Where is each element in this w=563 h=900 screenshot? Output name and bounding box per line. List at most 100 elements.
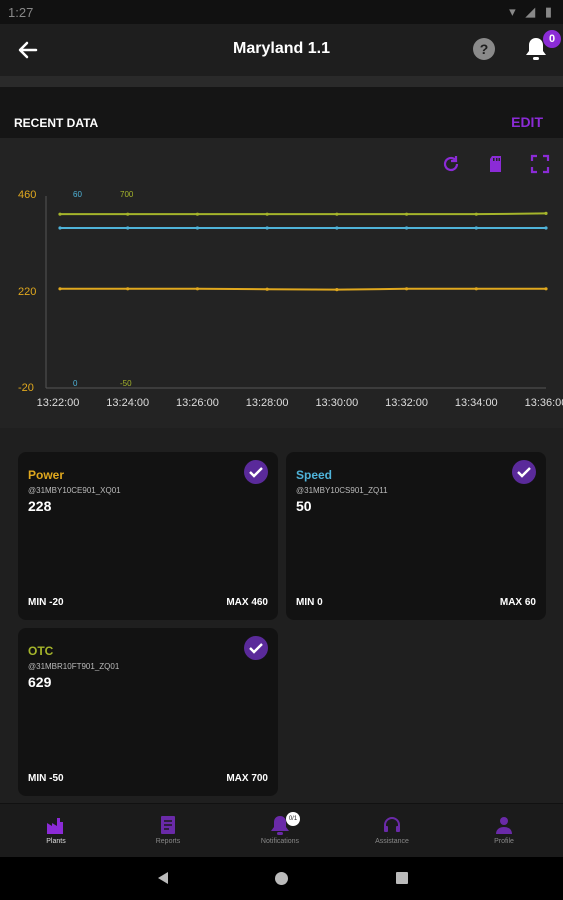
back-triangle-icon[interactable] — [155, 870, 171, 886]
data-point — [544, 287, 548, 291]
status-indicators: ▾ ◢ ▮ — [509, 4, 555, 19]
data-point — [195, 226, 200, 230]
card-value: 50 — [296, 498, 312, 514]
status-bar: 1:27 ▾ ◢ ▮ — [0, 0, 563, 24]
system-navigation-bar — [0, 857, 563, 900]
x-tick-label: 13:34:00 — [455, 397, 498, 409]
y-tick-label: -20 — [18, 382, 34, 394]
card-min: MIN -20 — [28, 597, 64, 608]
data-point — [335, 226, 339, 230]
bell-icon — [271, 816, 289, 835]
card-tag: @31MBY10CE901_XQ01 — [28, 486, 121, 495]
secondary-axis-bottom-label: 0 — [73, 379, 78, 388]
card-speed[interactable]: Speed @31MBY10CS901_ZQ11 50 MIN 0 MAX 60 — [286, 452, 546, 620]
app-bar: Maryland 1.1 ? 0 — [0, 24, 563, 76]
series-line-power — [60, 287, 546, 291]
x-tick-label: 13:22:00 — [37, 397, 80, 409]
recents-square-icon[interactable] — [395, 871, 409, 885]
data-point — [195, 287, 200, 291]
header-divider — [0, 76, 563, 88]
card-tag: @31MBY10CS901_ZQ11 — [296, 486, 388, 495]
nav-profile[interactable]: Profile — [448, 804, 560, 858]
line-chart: 460 220 -20 60 0 700 -50 13:22:00 13:24:00 13:26:… — [18, 189, 563, 409]
nav-reports[interactable]: Reports — [112, 804, 224, 858]
data-point — [544, 226, 548, 230]
section-title: RECENT DATA — [14, 116, 99, 130]
data-point — [474, 226, 478, 230]
notification-count-badge: 0/1 — [286, 812, 300, 826]
nav-notifications[interactable]: 0/1 Notifications — [224, 804, 336, 858]
nav-plants[interactable]: Plants — [0, 804, 112, 858]
secondary-axis-top-label: 700 — [120, 190, 134, 199]
bottom-navigation: Plants Reports 0/1 Notifications Assista… — [0, 803, 563, 857]
card-max: MAX 460 — [226, 597, 268, 608]
report-icon — [161, 816, 175, 834]
nav-assistance[interactable]: Assistance — [336, 804, 448, 858]
x-tick-label: 13:24:00 — [106, 397, 149, 409]
check-circle-icon[interactable] — [244, 460, 268, 484]
bell-icon[interactable] — [524, 36, 548, 62]
notification-badge: 0 — [543, 30, 561, 48]
data-point — [126, 212, 130, 216]
page-title: Maryland 1.1 — [233, 40, 330, 57]
nav-label: Reports — [155, 838, 181, 845]
card-value: 228 — [28, 498, 52, 514]
card-otc[interactable]: OTC @31MBR10FT901_ZQ01 629 MIN -50 MAX 7… — [18, 628, 278, 796]
nav-label: Profile — [494, 838, 514, 845]
y-tick-label: 460 — [18, 189, 36, 201]
check-circle-icon[interactable] — [244, 636, 268, 660]
data-point — [265, 212, 269, 216]
data-point — [126, 287, 130, 291]
data-point — [265, 226, 269, 230]
check-circle-icon[interactable] — [512, 460, 536, 484]
fullscreen-icon[interactable] — [530, 154, 550, 174]
data-point — [58, 226, 62, 230]
card-max: MAX 60 — [499, 597, 536, 608]
data-point — [474, 287, 478, 291]
secondary-axis-top-label: 60 — [73, 190, 82, 199]
data-point — [404, 287, 409, 291]
x-tick-label: 13:36:00 — [525, 397, 563, 409]
card-title: Power — [28, 468, 65, 482]
card-min: MIN -50 — [28, 773, 64, 784]
help-icon[interactable]: ? — [473, 38, 495, 60]
data-point — [404, 226, 409, 230]
x-tick-label: 13:32:00 — [385, 397, 428, 409]
card-tag: @31MBR10FT901_ZQ01 — [28, 662, 120, 671]
x-tick-label: 13:30:00 — [315, 397, 358, 409]
data-point — [335, 212, 339, 216]
card-value: 629 — [28, 674, 52, 690]
data-point — [335, 288, 339, 292]
factory-icon — [47, 818, 63, 834]
y-tick-label: 220 — [18, 286, 36, 298]
home-circle-icon[interactable] — [274, 871, 289, 886]
data-point — [58, 212, 62, 216]
sd-card-icon[interactable] — [486, 154, 506, 174]
card-max: MAX 700 — [226, 773, 268, 784]
chart-panel: 460 220 -20 60 0 700 -50 13:22:00 13:24:00 13:26:… — [0, 138, 563, 428]
nav-label: Assistance — [375, 838, 409, 845]
card-title: Speed — [296, 468, 333, 482]
data-point — [474, 212, 478, 216]
refresh-icon[interactable] — [441, 154, 461, 174]
x-tick-label: 13:28:00 — [246, 397, 289, 409]
status-time: 1:27 — [8, 4, 34, 20]
data-point — [544, 211, 548, 216]
edit-button[interactable]: EDIT — [511, 114, 543, 130]
back-arrow-icon[interactable] — [14, 36, 42, 64]
secondary-axis-bottom-label: -50 — [120, 379, 132, 388]
data-point — [195, 212, 200, 216]
nav-label: Notifications — [260, 838, 300, 845]
card-power[interactable]: Power @31MBY10CE901_XQ01 228 MIN -20 MAX… — [18, 452, 278, 620]
recent-data-header: RECENT DATA EDIT — [0, 88, 563, 138]
data-point — [404, 212, 409, 216]
user-icon — [496, 817, 512, 834]
card-title: OTC — [28, 644, 54, 658]
headset-icon — [384, 817, 400, 832]
nav-label: Plants — [46, 838, 66, 845]
data-point — [58, 287, 62, 291]
card-min: MIN 0 — [296, 597, 323, 608]
data-point — [265, 287, 269, 291]
data-point — [126, 226, 130, 230]
x-tick-label: 13:26:00 — [176, 397, 219, 409]
